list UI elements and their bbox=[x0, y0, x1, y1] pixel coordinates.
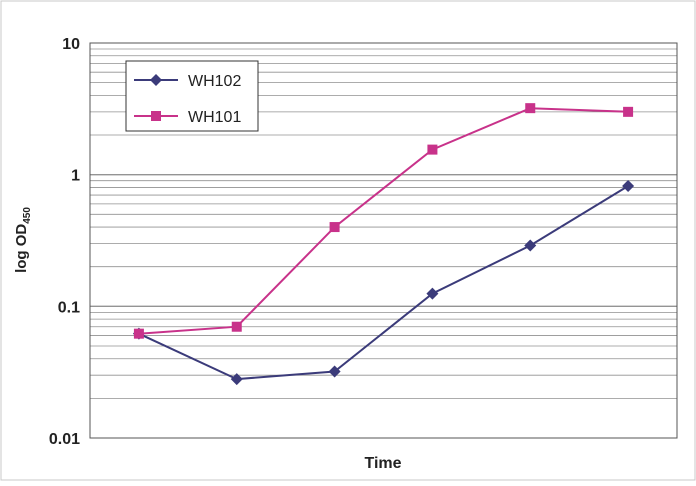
legend-label: WH102 bbox=[188, 73, 241, 90]
series-group bbox=[132, 103, 635, 386]
legend-swatch-marker bbox=[151, 111, 161, 121]
y-tick-label: 0.1 bbox=[58, 299, 80, 316]
legend: WH102 WH101 bbox=[125, 60, 259, 132]
y-tick-label: 10 bbox=[62, 36, 80, 53]
data-point-marker bbox=[525, 103, 536, 114]
legend-item: WH102 bbox=[134, 73, 241, 90]
data-point-marker bbox=[231, 321, 242, 332]
y-tick-label: 1 bbox=[71, 168, 80, 185]
y-axis-title-main: log OD bbox=[13, 224, 30, 273]
series-line bbox=[138, 185, 629, 381]
legend-items: WH102 WH101 bbox=[134, 73, 241, 126]
legend-label: WH101 bbox=[188, 109, 241, 126]
data-point-marker bbox=[524, 239, 537, 252]
y-axis-title: log OD450 bbox=[13, 207, 33, 273]
legend-item: WH101 bbox=[134, 109, 241, 126]
data-point-marker bbox=[230, 373, 243, 386]
y-tick-label: 0.01 bbox=[49, 431, 80, 448]
series-WH101 bbox=[133, 103, 634, 339]
data-point-marker bbox=[427, 144, 438, 155]
data-point-marker bbox=[329, 222, 340, 233]
legend-swatch-marker bbox=[150, 74, 162, 86]
legend-box bbox=[125, 60, 259, 132]
data-point-marker bbox=[623, 106, 634, 117]
data-point-marker bbox=[133, 328, 144, 339]
y-tick-labels: 10 1 0.1 0.01 bbox=[49, 36, 80, 448]
data-point-marker bbox=[328, 365, 341, 378]
y-axis-title-subscript: 450 bbox=[22, 207, 33, 224]
x-axis-title: Time bbox=[364, 455, 401, 472]
plot-area-frame bbox=[89, 42, 678, 439]
data-point-marker bbox=[622, 180, 635, 193]
series-line bbox=[138, 107, 629, 335]
data-point-marker bbox=[426, 287, 439, 300]
